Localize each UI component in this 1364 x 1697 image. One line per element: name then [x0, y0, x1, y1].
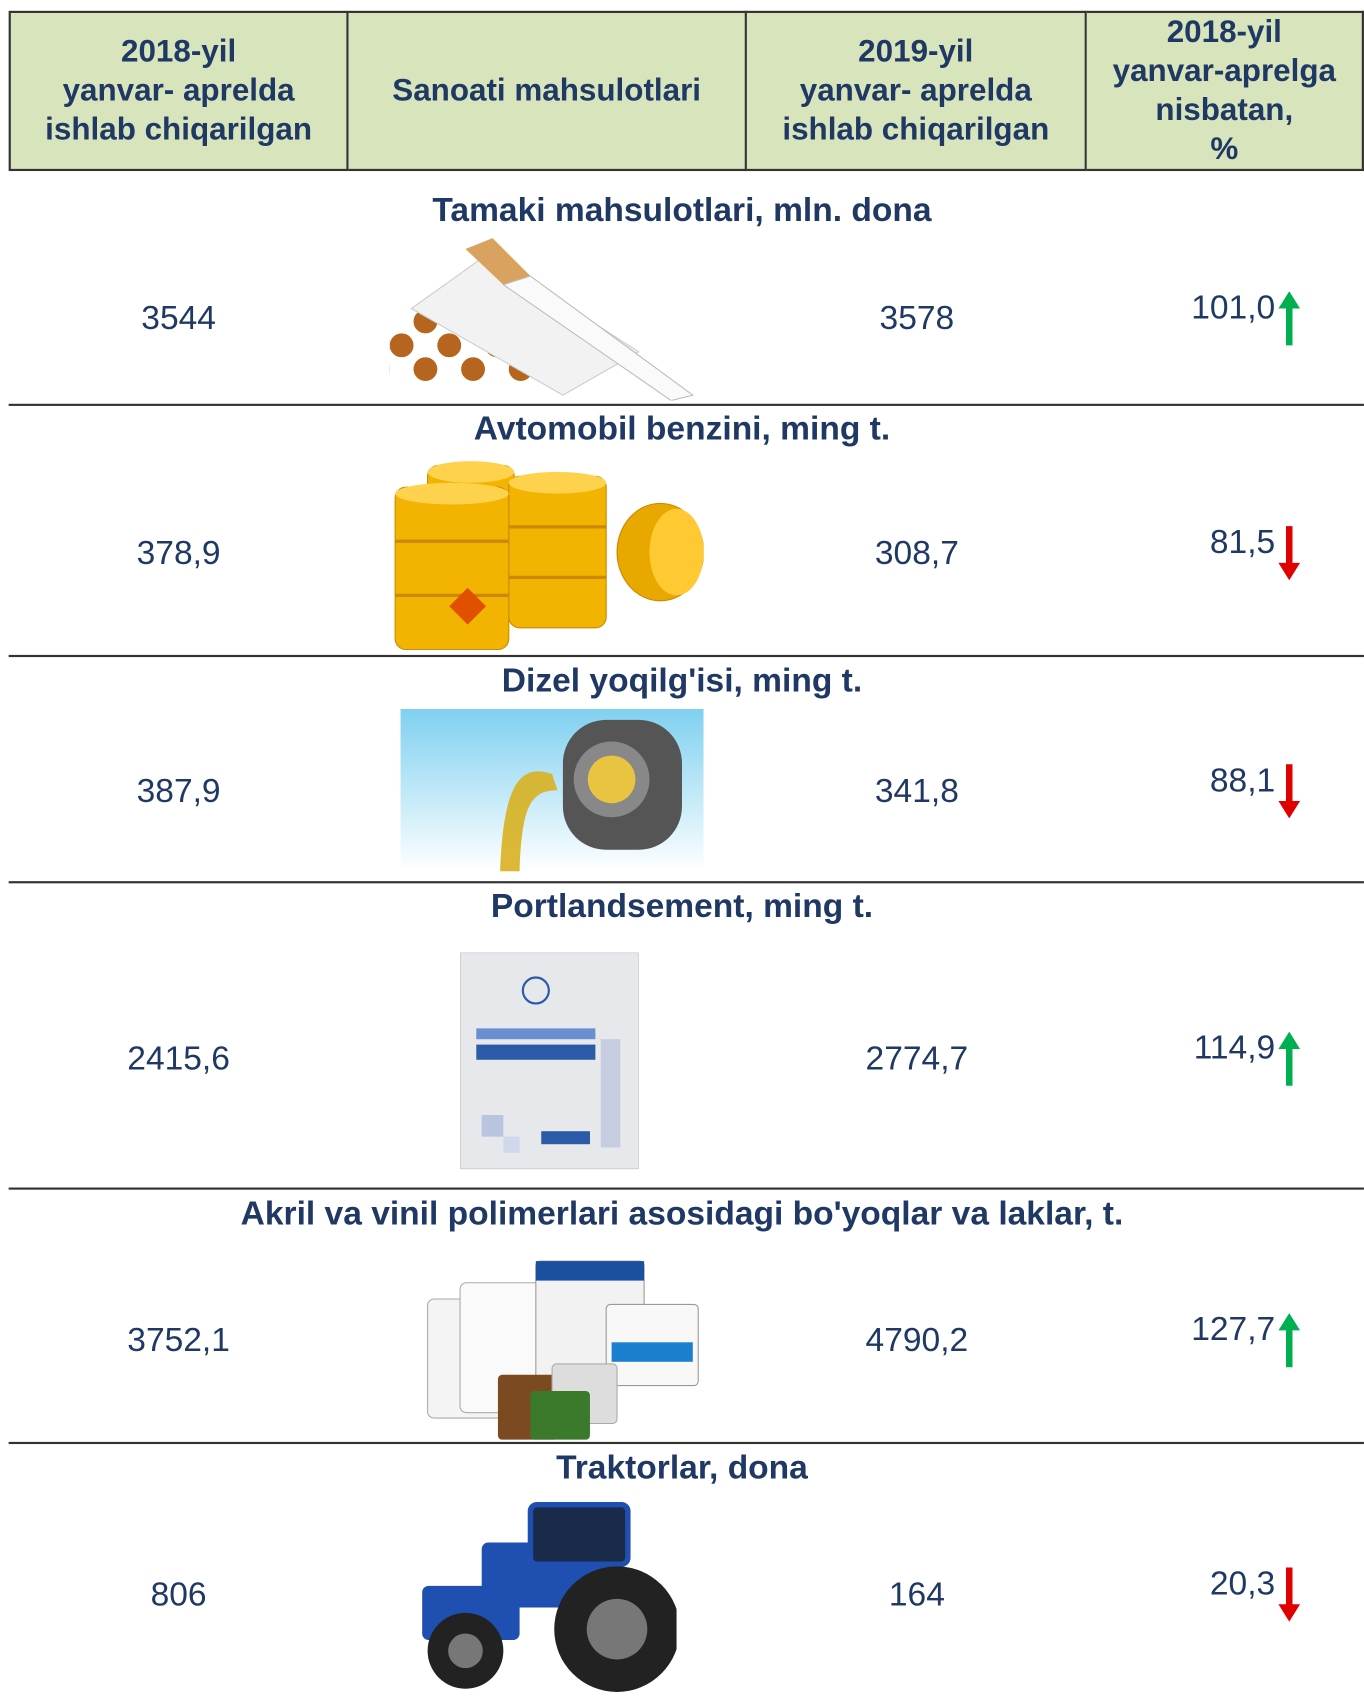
value-2018: 387,9 — [5, 772, 351, 811]
product-image — [417, 1499, 677, 1694]
arrow-down — [1277, 1565, 1301, 1623]
header-line: yanvar- aprelda — [800, 71, 1032, 110]
header-line: 2018-yil — [121, 32, 236, 71]
value-2019: 164 — [744, 1575, 1090, 1614]
arrow-up — [1277, 289, 1301, 347]
change-percent: 20,3 — [1059, 1564, 1276, 1603]
header-line: 2018-yil — [1167, 13, 1282, 52]
value-2018: 3544 — [5, 299, 351, 338]
row-title: Traktorlar, dona — [0, 1448, 1364, 1487]
value-2018: 806 — [5, 1575, 351, 1614]
header-line: % — [1210, 130, 1238, 169]
row-separator — [9, 1442, 1364, 1444]
header-line: yanvar- aprelda — [63, 71, 295, 110]
header-line: nisbatan, — [1155, 91, 1293, 130]
product-image — [401, 709, 704, 871]
header-line: Sanoati mahsulotlari — [392, 71, 701, 110]
change-percent: 127,7 — [1059, 1310, 1276, 1349]
product-image — [460, 953, 639, 1170]
header-line: yanvar-aprelga — [1113, 52, 1336, 91]
header-line: ishlab chiqarilgan — [45, 110, 312, 149]
change-percent: 101,0 — [1059, 288, 1276, 327]
value-2019: 3578 — [744, 299, 1090, 338]
value-2018: 378,9 — [5, 534, 351, 573]
value-2018: 2415,6 — [5, 1039, 351, 1078]
value-2019: 308,7 — [744, 534, 1090, 573]
header-line: 2019-yil — [858, 32, 973, 71]
arrow-up — [1277, 1029, 1301, 1087]
product-image — [390, 460, 704, 655]
row-separator — [9, 404, 1364, 406]
stage: 2018-yilyanvar- apreldaishlab chiqarilga… — [0, 0, 1364, 1697]
row-title: Dizel yoqilg'isi, ming t. — [0, 661, 1364, 700]
row-title: Tamaki mahsulotlari, mln. dona — [0, 191, 1364, 230]
change-percent: 81,5 — [1059, 523, 1276, 562]
row-separator — [9, 1188, 1364, 1190]
value-2019: 4790,2 — [744, 1321, 1090, 1360]
change-percent: 88,1 — [1059, 761, 1276, 800]
header-cell: Sanoati mahsulotlari — [349, 11, 747, 171]
header-line: ishlab chiqarilgan — [782, 110, 1049, 149]
row-title: Portlandsement, ming t. — [0, 887, 1364, 926]
row-title: Avtomobil benzini, ming t. — [0, 409, 1364, 448]
arrow-down — [1277, 762, 1301, 820]
row-separator — [9, 881, 1364, 883]
product-image — [417, 1256, 704, 1440]
row-title: Akril va vinil polimerlari asosidagi bo'… — [0, 1194, 1364, 1233]
page: {"header": {"columns": [ ["2018-yil", "y… — [0, 0, 1364, 1697]
row-separator — [9, 655, 1364, 657]
change-percent: 114,9 — [1059, 1028, 1276, 1067]
arrow-up — [1277, 1311, 1301, 1369]
value-2019: 2774,7 — [744, 1039, 1090, 1078]
value-2018: 3752,1 — [5, 1321, 351, 1360]
product-image — [390, 233, 704, 401]
arrow-down — [1277, 524, 1301, 582]
value-2019: 341,8 — [744, 772, 1090, 811]
